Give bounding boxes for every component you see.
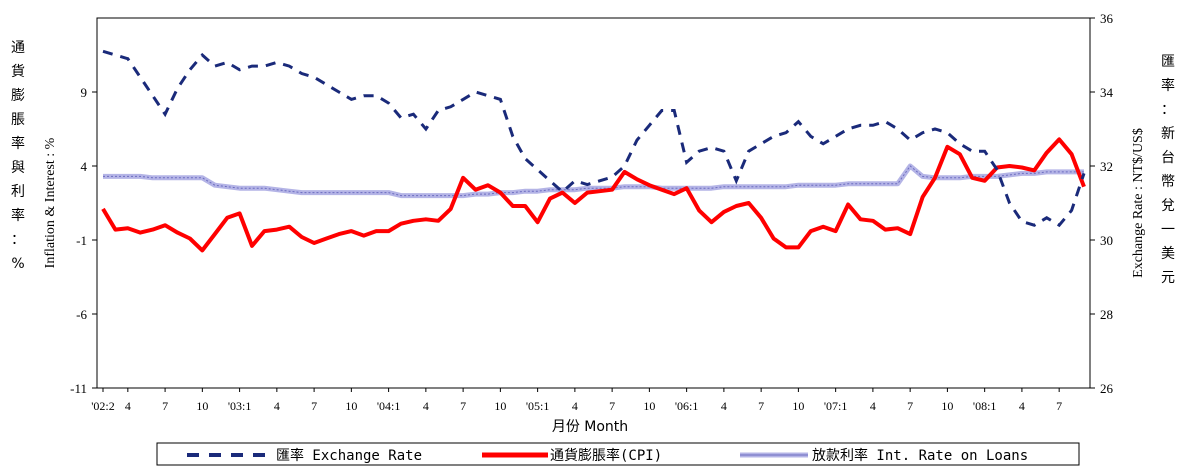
legend-box xyxy=(156,442,1080,466)
left-tick-label: -1 xyxy=(76,233,87,248)
series-line-cpi xyxy=(101,137,1086,253)
legend-label-loan-rate: 放款利率 Int. Rate on Loans xyxy=(812,447,1028,464)
left-tick-label: 9 xyxy=(81,85,88,100)
x-tick-label: 10 xyxy=(196,399,208,413)
x-tick-label: 4 xyxy=(1019,399,1025,413)
x-tick-label: 4 xyxy=(572,399,578,413)
axis-title-glyph: 美 xyxy=(1161,246,1175,262)
x-tick-label: 10 xyxy=(494,399,506,413)
axis-title-glyph: 通 xyxy=(11,40,25,56)
right-tick-label: 28 xyxy=(1100,307,1113,322)
axis-title-glyph: 一 xyxy=(1161,222,1175,238)
axis-title-glyph: 率 xyxy=(1161,77,1175,94)
x-tick-label: '06:1 xyxy=(675,399,699,413)
axis-title-glyph: ： xyxy=(1161,102,1175,118)
x-tick-label: 4 xyxy=(870,399,876,413)
x-tick-label: 4 xyxy=(423,399,429,413)
right-tick-label: 32 xyxy=(1100,159,1113,174)
axis-title-glyph: 兌 xyxy=(1161,198,1175,214)
axis-title-glyph: 率 xyxy=(11,207,25,224)
x-tick-label: 7 xyxy=(907,399,913,413)
axis-title-glyph: 與 xyxy=(11,160,25,176)
right-axis-ticks: 26 28 30 32 34 36 xyxy=(1090,11,1114,396)
right-axis-title: Exchange Rate : NT$/US$ xyxy=(1131,128,1146,278)
right-tick-label: 30 xyxy=(1100,233,1113,248)
axis-title-glyph: 脹 xyxy=(11,112,25,128)
axis-title-glyph: 元 xyxy=(1161,270,1175,286)
left-axis-ticks: -11 -6 -1 4 9 xyxy=(70,85,97,396)
axis-title-glyph: 膨 xyxy=(11,87,25,104)
axis-title-glyph: 匯 xyxy=(1161,54,1175,70)
x-tick-label: 7 xyxy=(758,399,764,413)
legend-label-exchange-rate: 匯率 Exchange Rate xyxy=(276,447,422,464)
axis-title-glyph: 台 xyxy=(1161,150,1175,166)
right-tick-label: 34 xyxy=(1100,85,1114,100)
series-line-exchange-rate xyxy=(102,49,1086,228)
plot-border xyxy=(96,17,1091,389)
axis-title-glyph: 新 xyxy=(1161,126,1175,142)
axis-title-glyph: 貨 xyxy=(11,63,25,80)
left-tick-label: 4 xyxy=(81,159,88,174)
x-tick-label: 7 xyxy=(162,399,168,413)
right-tick-label: 26 xyxy=(1100,381,1114,396)
axis-title-glyph: % xyxy=(11,256,24,272)
x-tick-label: 10 xyxy=(345,399,357,413)
x-tick-label: 10 xyxy=(643,399,655,413)
left-tick-label: -6 xyxy=(76,307,87,322)
x-tick-label: 10 xyxy=(941,399,953,413)
x-tick-label: 7 xyxy=(460,399,466,413)
x-tick-label: '03:1 xyxy=(228,399,252,413)
left-tick-label: -11 xyxy=(70,381,87,396)
x-tick-label: '04:1 xyxy=(377,399,401,413)
x-tick-label: '02:2 xyxy=(91,399,115,413)
left-axis-title: Inflation & Interest : % xyxy=(43,137,58,268)
right-tick-label: 36 xyxy=(1100,11,1114,26)
axis-title-glyph: 利 xyxy=(11,184,25,200)
x-tick-label: '07:1 xyxy=(824,399,848,413)
x-tick-label: 4 xyxy=(721,399,727,413)
x-tick-label: 4 xyxy=(274,399,280,413)
series-layer xyxy=(101,49,1086,253)
legend: 匯率 Exchange Rate 通貨膨脹率(CPI) 放款利率 Int. Ra… xyxy=(156,442,1080,466)
x-tick-label: '05:1 xyxy=(526,399,550,413)
plot-area xyxy=(96,17,1091,389)
x-tick-label: 7 xyxy=(311,399,317,413)
axis-title-glyph: ： xyxy=(11,232,25,248)
x-tick-label: 7 xyxy=(609,399,615,413)
legend-label-cpi: 通貨膨脹率(CPI) xyxy=(550,447,662,464)
x-axis-ticks: '02:2 4 7 10 '03:1 4 7 10 '04:1 4 7 10 '05:1 4 7 10 '06:… xyxy=(91,388,1062,413)
x-tick-label: 7 xyxy=(1056,399,1062,413)
axis-title-glyph: 率 xyxy=(11,135,25,152)
x-axis-title: 月份 Month xyxy=(552,419,628,435)
axis-title-glyph: 幣 xyxy=(1161,174,1175,190)
series-line-loan-rate-core xyxy=(103,165,1084,197)
x-tick-label: 4 xyxy=(125,399,131,413)
x-tick-label: '08:1 xyxy=(973,399,997,413)
x-tick-label: 10 xyxy=(792,399,804,413)
